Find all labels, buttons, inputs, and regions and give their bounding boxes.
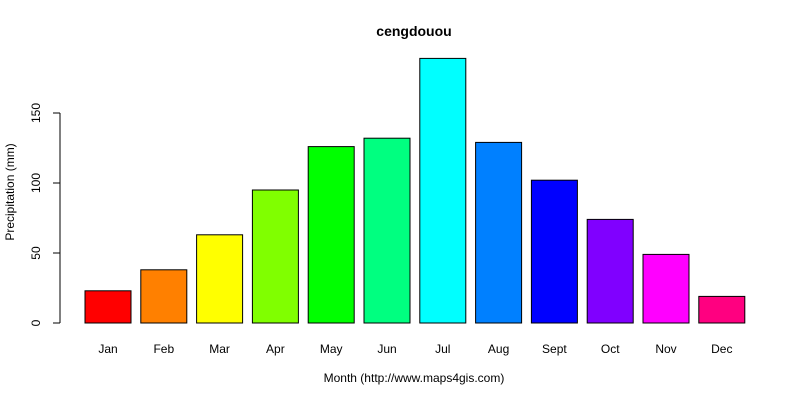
bar-may (307, 146, 355, 324)
x-tick-label: Nov (655, 342, 676, 356)
bar-aug (475, 141, 523, 324)
y-tick-label: 100 (29, 173, 43, 193)
bars-group (84, 57, 746, 324)
y-tick-label: 50 (29, 246, 43, 260)
bar-jul (419, 57, 467, 324)
bar-feb (140, 269, 188, 324)
bar-nov (642, 253, 690, 324)
chart-title: cengdouou (376, 23, 451, 39)
bar-oct (586, 218, 634, 324)
y-axis-title: Precipitation (mm) (3, 143, 17, 240)
x-tick-label: Aug (488, 342, 509, 356)
y-tick-label: 150 (29, 103, 43, 123)
x-axis-title: Month (http://www.maps4gis.com) (324, 371, 505, 385)
bar-apr (251, 189, 299, 324)
bar-jun (363, 137, 411, 324)
x-tick-label: Apr (266, 342, 285, 356)
x-tick-label: Jan (98, 342, 117, 356)
y-tick-label: 0 (29, 319, 43, 326)
x-tick-label: Oct (601, 342, 620, 356)
bar-sept (530, 179, 578, 324)
x-tick-labels: Jan Feb Mar Apr May Jun Jul Aug Sept Oct Nov Dec (98, 342, 732, 356)
x-tick-label: Jun (377, 342, 396, 356)
x-tick-label: May (320, 342, 343, 356)
x-tick-label: Dec (711, 342, 732, 356)
bar-jan (84, 290, 132, 324)
x-tick-label: Mar (209, 342, 230, 356)
x-tick-label: Jul (435, 342, 450, 356)
y-axis: 0 50 100 150 (29, 103, 61, 326)
bar-mar (196, 234, 244, 324)
bar-dec (698, 295, 746, 324)
x-tick-label: Feb (153, 342, 174, 356)
x-tick-label: Sept (542, 342, 567, 356)
